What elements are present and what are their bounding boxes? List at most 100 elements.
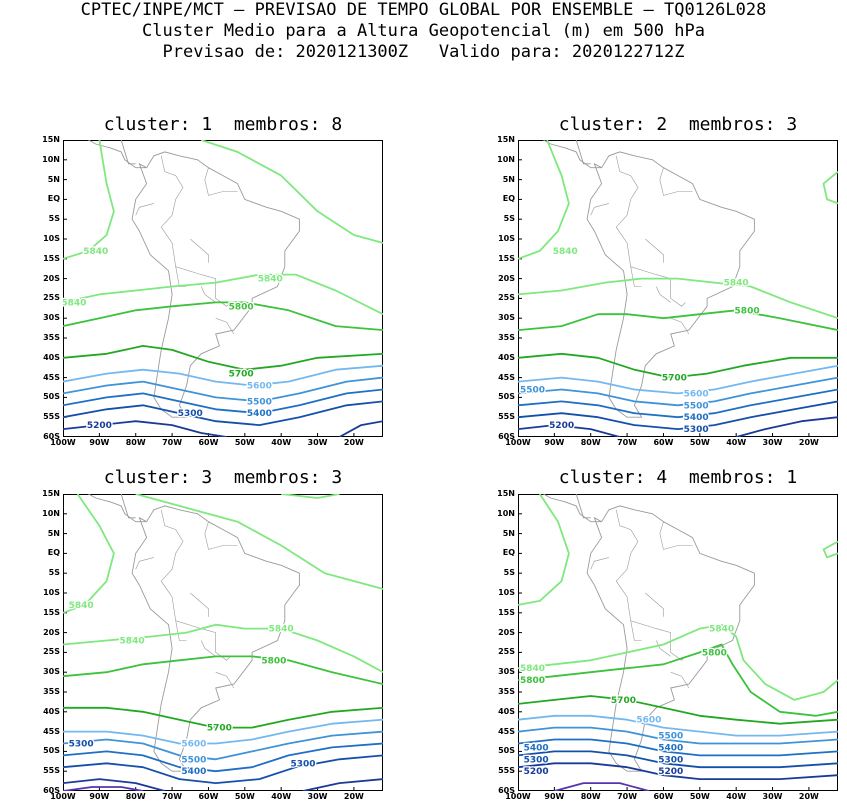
lon-tick-label: 30W <box>762 792 783 801</box>
country-border <box>175 266 231 307</box>
lat-tick-label: 10S <box>498 234 515 243</box>
lon-tick-label: 20W <box>798 438 819 447</box>
lat-tick-label: 15S <box>43 253 60 263</box>
lat-tick-label: 15S <box>498 607 515 617</box>
country-border <box>670 671 690 689</box>
contour-label: 5840 <box>63 298 86 308</box>
coastline-caribbean <box>558 140 591 165</box>
lon-tick-label: 100W <box>50 792 76 801</box>
contour-label: 5300 <box>684 425 709 435</box>
contour-label: 5840 <box>709 625 734 635</box>
isoline <box>822 540 838 559</box>
contour-label: 5500 <box>658 732 683 742</box>
contour-label: 5500 <box>520 385 545 395</box>
isoline <box>554 782 650 791</box>
lat-tick-label: 15N <box>42 489 60 498</box>
contour-label: 5200 <box>549 421 574 431</box>
isoline <box>338 420 383 437</box>
coastline <box>586 151 755 418</box>
map-frame <box>518 140 838 437</box>
geopotential-map: 5840 5840 5840 5800 5700 5600 5500 5400 5300 5200 <box>63 140 383 437</box>
lon-tick-label: 70W <box>162 438 183 447</box>
lat-tick-label: 15S <box>43 607 60 617</box>
country-border <box>190 592 209 617</box>
contour-label: 5400 <box>524 743 549 753</box>
country-border <box>615 509 639 621</box>
lat-tick-label: 60S <box>498 432 515 441</box>
contour-label: 5200 <box>87 421 112 431</box>
lat-tick-label: 50S <box>43 746 60 756</box>
lat-tick-label: 25S <box>498 647 515 657</box>
isoline <box>822 171 838 205</box>
isoline <box>518 643 838 717</box>
contour-label: 5840 <box>120 637 145 647</box>
lat-tick-label: 10S <box>498 588 515 597</box>
country-border <box>215 317 235 335</box>
isoline <box>63 786 144 791</box>
lat-tick-label: EQ <box>47 194 60 204</box>
isoline <box>735 416 838 437</box>
contour-label: 5500 <box>181 755 206 765</box>
lon-tick-label: 60W <box>198 792 219 801</box>
contour-label: 5700 <box>611 696 636 706</box>
lon-tick-label: 70W <box>617 792 638 801</box>
contour-label: 5700 <box>662 374 687 384</box>
header-line-2: Cluster Medio para a Altura Geopotencial… <box>142 21 705 41</box>
lat-tick-label: 30S <box>498 667 515 677</box>
contour-label: 5840 <box>724 279 749 289</box>
lon-tick-label: 30W <box>307 792 328 801</box>
country-border <box>190 238 209 263</box>
panel-title: cluster: 2 membros: 3 <box>558 114 798 135</box>
country-border <box>135 203 154 216</box>
lat-tick-label: 50S <box>498 746 515 756</box>
lat-tick-label: 40S <box>43 352 60 362</box>
coastline-caribbean <box>558 494 591 519</box>
isoline <box>63 364 383 387</box>
contour-label: 5400 <box>658 743 683 753</box>
contour-label: 5300 <box>178 409 203 419</box>
lat-tick-label: 55S <box>43 766 60 776</box>
isoline <box>63 140 115 260</box>
lat-tick-label: 15N <box>42 135 60 144</box>
isoline <box>518 738 838 757</box>
isoline <box>518 494 570 606</box>
country-border <box>630 620 686 661</box>
contour-label: 5840 <box>69 601 94 611</box>
coastline-central-america <box>87 494 147 523</box>
isoline <box>281 494 340 499</box>
contour-label: 5400 <box>247 409 272 419</box>
contour-label: 5200 <box>524 767 549 777</box>
contour-label: 5800 <box>229 302 254 312</box>
country-border <box>204 167 238 196</box>
lat-tick-label: 5N <box>47 174 60 184</box>
lat-tick-label: EQ <box>47 548 60 558</box>
country-border <box>204 521 238 550</box>
lon-tick-label: 100W <box>505 438 531 447</box>
isoline <box>518 352 838 379</box>
lat-tick-label: 20S <box>43 627 60 637</box>
isoline <box>135 494 383 590</box>
isoline <box>63 420 227 437</box>
country-border <box>590 557 609 570</box>
coastline-caribbean <box>103 140 136 165</box>
contour-label: 5600 <box>181 739 206 749</box>
coastline-central-america <box>87 140 147 169</box>
geopotential-map: 5840584058005800570056005500540054005300… <box>518 494 838 791</box>
isoline <box>518 750 838 769</box>
lon-tick-label: 80W <box>580 438 601 447</box>
lon-tick-label: 90W <box>544 792 565 801</box>
isoline <box>518 424 621 437</box>
lat-tick-label: 35S <box>43 687 60 696</box>
contour-label: 5840 <box>553 247 578 257</box>
contour-label: 5840 <box>269 625 294 635</box>
coastline-central-america <box>542 494 602 523</box>
lon-tick-label: 70W <box>617 438 638 447</box>
contour-label: 5840 <box>258 275 283 285</box>
lat-tick-label: 20S <box>498 627 515 637</box>
lon-tick-label: 60W <box>653 438 674 447</box>
country-border <box>630 266 642 287</box>
lon-tick-label: 20W <box>798 792 819 801</box>
isoline <box>200 140 383 244</box>
country-border <box>615 155 639 267</box>
